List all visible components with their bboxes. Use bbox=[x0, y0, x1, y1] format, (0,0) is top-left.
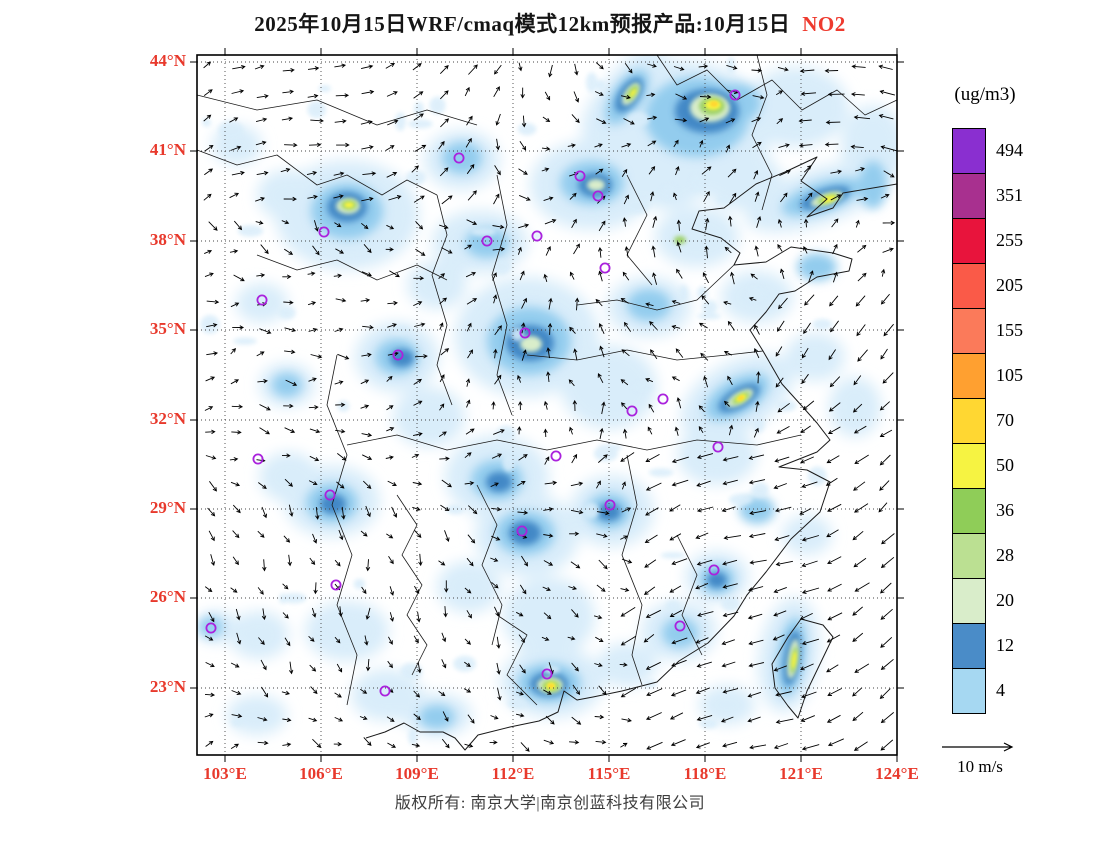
colorbar-label: 36 bbox=[996, 500, 1014, 520]
colorbar-cell bbox=[952, 443, 986, 489]
colorbar-cell bbox=[952, 533, 986, 579]
colorbar-label: 351 bbox=[996, 185, 1023, 205]
colorbar-cell bbox=[952, 128, 986, 174]
forecast-map bbox=[190, 48, 904, 762]
taiwan-island bbox=[771, 618, 834, 719]
title-text: 2025年10月15日WRF/cmaq模式12km预报产品:10月15日 bbox=[254, 12, 791, 36]
wind-scale-arrow-icon bbox=[942, 742, 1014, 752]
x-axis-label: 103°E bbox=[203, 764, 247, 783]
y-axis-label: 44°N bbox=[149, 51, 186, 70]
colorbar-label: 50 bbox=[996, 455, 1014, 475]
y-axis-label: 41°N bbox=[149, 140, 186, 159]
x-axis-label: 109°E bbox=[395, 764, 439, 783]
colorbar-label: 70 bbox=[996, 410, 1014, 430]
x-axis-label: 118°E bbox=[683, 764, 727, 783]
x-axis-label: 121°E bbox=[779, 764, 823, 783]
copyright-footer: 版权所有: 南京大学|南京创蓝科技有限公司 bbox=[394, 795, 706, 812]
colorbar-cell bbox=[952, 578, 986, 624]
colorbar-label: 28 bbox=[996, 545, 1014, 565]
colorbar-label: 20 bbox=[996, 590, 1014, 610]
y-axis-label: 26°N bbox=[149, 587, 186, 606]
colorbar-cell bbox=[952, 488, 986, 534]
y-axis-label: 29°N bbox=[149, 498, 186, 517]
colorbar-label: 105 bbox=[996, 365, 1023, 385]
colorbar-label: 494 bbox=[996, 140, 1023, 160]
colorbar-label: 155 bbox=[996, 320, 1023, 340]
y-axis-label: 23°N bbox=[149, 677, 186, 696]
title-species-label: NO2 bbox=[802, 12, 846, 36]
map-frame bbox=[190, 48, 904, 762]
x-axis-label: 106°E bbox=[299, 764, 343, 783]
y-axis-label: 38°N bbox=[149, 230, 186, 249]
wind-scale-label: 10 m/s bbox=[957, 757, 1003, 776]
colorbar-cell bbox=[952, 263, 986, 309]
colorbar-label: 4 bbox=[996, 680, 1005, 700]
colorbar-cell bbox=[952, 173, 986, 219]
colorbar: 494 351 255 205 155 105 70 50 36 28 20 12 4 bbox=[952, 128, 1023, 714]
colorbar-label: 255 bbox=[996, 230, 1023, 250]
wind-arrows bbox=[203, 61, 897, 752]
y-axis-label: 35°N bbox=[149, 319, 186, 338]
colorbar-label: 12 bbox=[996, 635, 1014, 655]
colorbar-cell bbox=[952, 398, 986, 444]
page-title: 2025年10月15日WRF/cmaq模式12km预报产品:10月15日 NO2 bbox=[0, 8, 1100, 38]
colorbar-cell bbox=[952, 308, 986, 354]
colorbar-unit-label: (ug/m3) bbox=[954, 84, 1016, 105]
x-axis-label: 112°E bbox=[491, 764, 535, 783]
colorbar-cell bbox=[952, 668, 986, 714]
colorbar-label: 205 bbox=[996, 275, 1023, 295]
colorbar-cell bbox=[952, 218, 986, 264]
coastline-and-borders bbox=[196, 54, 898, 751]
x-axis-label: 115°E bbox=[587, 764, 631, 783]
coastline bbox=[365, 156, 898, 751]
colorbar-cell bbox=[952, 353, 986, 399]
colorbar-cell bbox=[952, 623, 986, 669]
x-axis-label: 124°E bbox=[875, 764, 919, 783]
y-axis-label: 32°N bbox=[149, 409, 186, 428]
city-markers bbox=[205, 89, 741, 697]
